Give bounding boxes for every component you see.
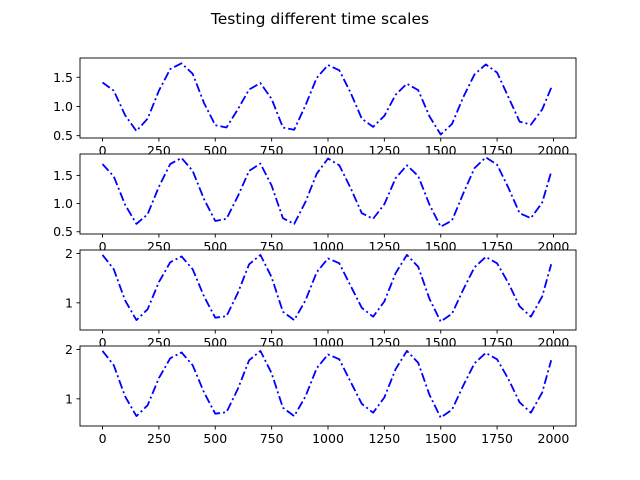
x-tick-label: 0 <box>99 335 107 350</box>
x-tick-label: 1250 <box>368 431 400 446</box>
series-line <box>101 254 553 323</box>
axes-frame <box>79 153 577 235</box>
axes-frame <box>79 345 577 427</box>
y-tick-label: 1 <box>65 391 73 406</box>
axes-frame <box>79 57 577 139</box>
y-tick-label: 2 <box>65 342 73 357</box>
figure-title: Testing different time scales <box>210 10 429 28</box>
x-tick-label: 500 <box>203 431 227 446</box>
series-line <box>101 156 553 228</box>
x-tick-label: 1750 <box>481 431 513 446</box>
x-tick-label: 750 <box>260 431 284 446</box>
subplot-grid: 0 250 500 750 1000 1250 1500 1750 20000.51.01.50… <box>53 57 577 446</box>
y-tick-label: 1.0 <box>53 99 73 114</box>
subplot-4: 0 250 500 750 1000 1250 1500 1750 2000 1 2 <box>65 342 577 446</box>
y-tick-label: 0.5 <box>53 224 73 239</box>
x-tick-label: 1500 <box>425 431 457 446</box>
y-tick-label: 1.0 <box>53 196 73 211</box>
x-tick-label: 2000 <box>538 431 570 446</box>
x-tick-label: 1000 <box>312 431 344 446</box>
y-tick-label: 1.5 <box>53 70 73 85</box>
series-line <box>101 350 553 419</box>
y-tick-label: 1 <box>65 295 73 310</box>
axes-frame <box>79 249 577 331</box>
y-tick-label: 1.5 <box>53 168 73 183</box>
x-tick-label: 0 <box>99 143 107 158</box>
series-line <box>101 62 553 136</box>
y-tick-label: 0.5 <box>53 128 73 143</box>
x-tick-label: 0 <box>99 239 107 254</box>
x-tick-label: 250 <box>147 431 171 446</box>
y-tick-label: 2 <box>65 246 73 261</box>
x-tick-label: 0 <box>99 431 107 446</box>
